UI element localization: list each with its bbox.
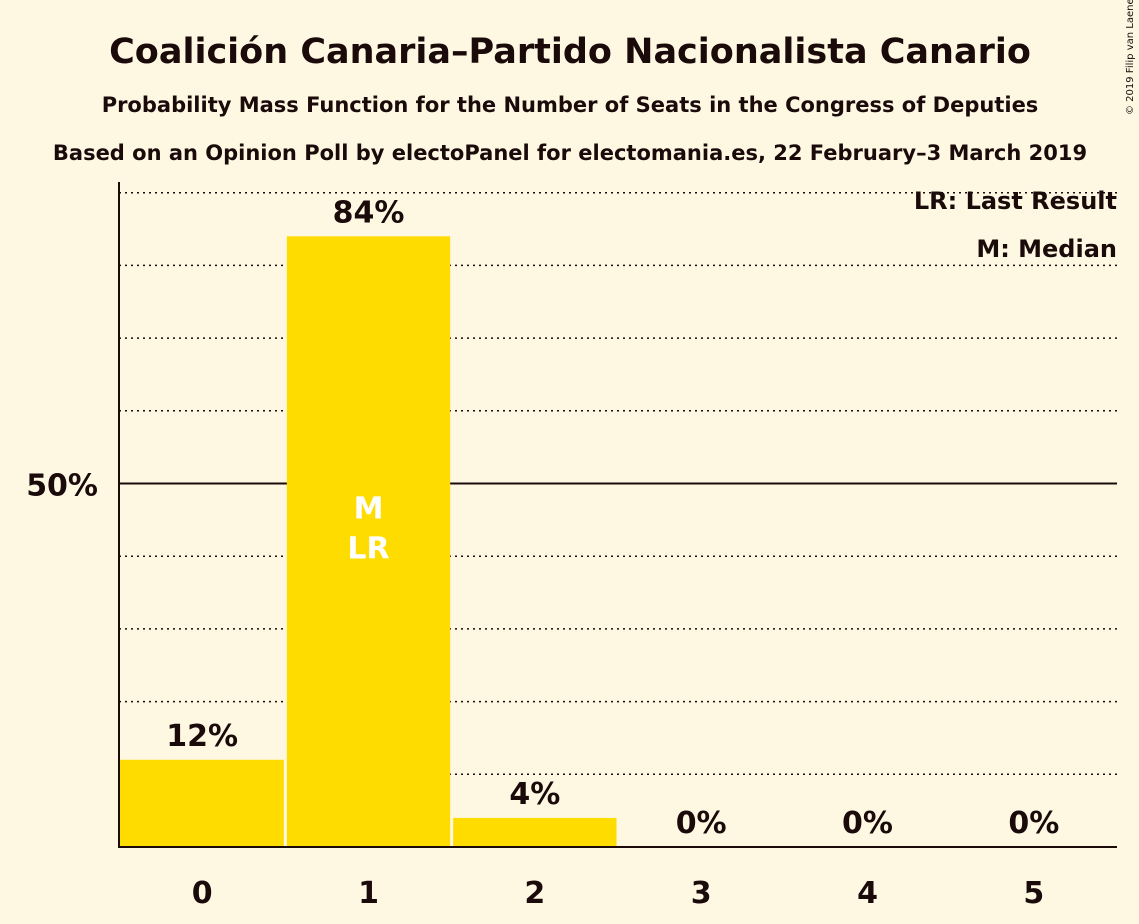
bar-0 [119,759,284,847]
x-tick-label-5: 5 [1023,876,1044,911]
bars [119,236,617,847]
bar-marker-lr: LR [347,532,389,567]
data-label-1: 84% [333,195,405,230]
bar-marker-m: M [354,492,384,527]
data-label-3: 0% [676,806,727,841]
data-label-5: 0% [1008,806,1059,841]
x-tick-label-4: 4 [857,876,878,911]
x-tick-label-0: 0 [192,876,213,911]
y-tick-label: 50% [26,469,98,504]
data-label-0: 12% [166,719,238,754]
labels: 12% 0 84% 1 M LR 4% 2 0% 3 0% 4 0% 5 50% [26,195,1059,911]
data-label-2: 4% [509,777,560,812]
chart-title: Coalición Canaria–Partido Nacionalista C… [109,32,1031,72]
legend-last-result: LR: Last Result [914,187,1117,215]
copyright-text: © 2019 Filip van Laenen [1125,0,1136,115]
chart-subtitle: Probability Mass Function for the Number… [102,93,1039,117]
data-label-4: 0% [842,806,893,841]
bar-2 [453,817,617,847]
x-tick-label-2: 2 [524,876,545,911]
x-tick-label-1: 1 [358,876,379,911]
bar-1 [286,236,451,847]
axes [118,182,1117,848]
x-tick-label-3: 3 [691,876,712,911]
legend-median: M: Median [976,235,1117,263]
gridlines [119,191,1117,776]
chart-source: Based on an Opinion Poll by electoPanel … [53,141,1087,165]
